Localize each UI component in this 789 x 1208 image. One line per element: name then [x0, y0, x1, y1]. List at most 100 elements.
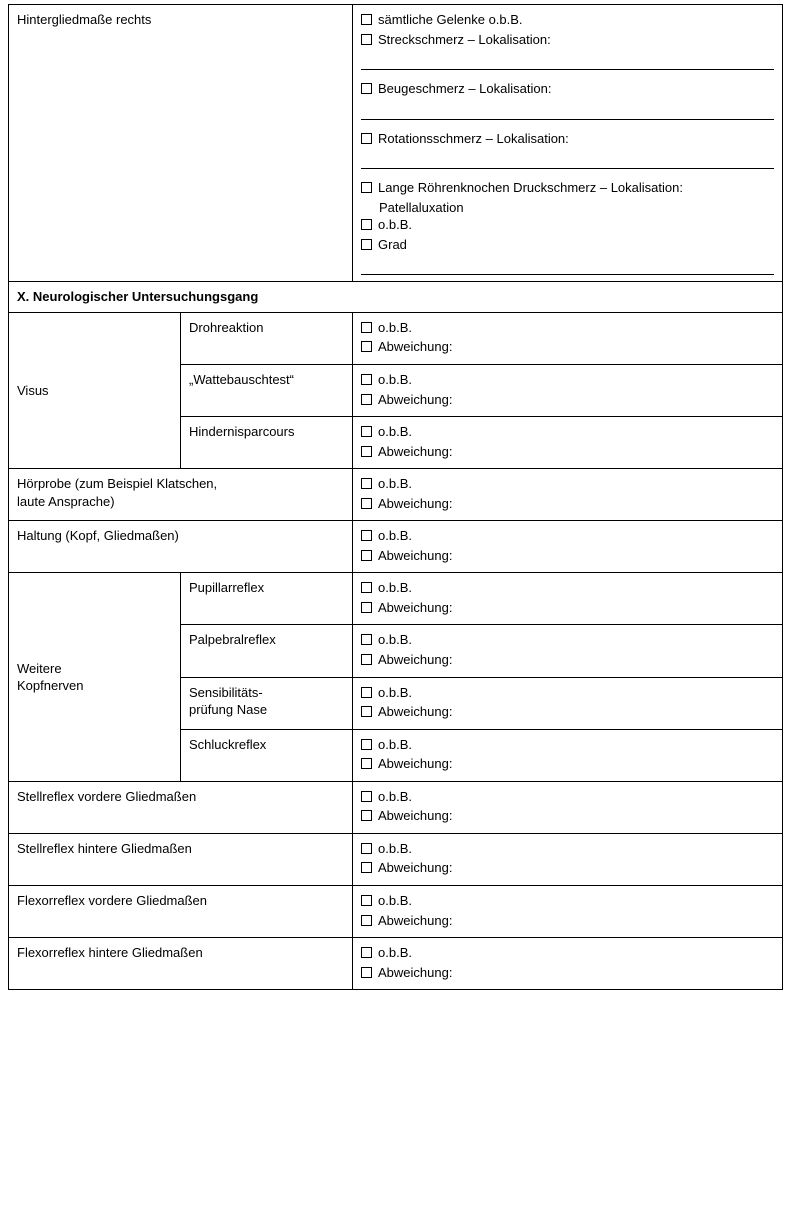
opt-beugeschmerz: Beugeschmerz – Lokalisation: [378, 81, 551, 96]
checkbox-icon[interactable] [361, 739, 372, 750]
haltung-label: Haltung (Kopf, Gliedmaßen) [9, 521, 353, 573]
checkbox-icon[interactable] [361, 394, 372, 405]
stellreflex-vorne-opts: o.b.B. Abweichung: [353, 781, 783, 833]
opt-obb: o.b.B. [378, 528, 412, 543]
visus-hindernis: Hindernisparcours [181, 417, 353, 469]
checkbox-icon[interactable] [361, 602, 372, 613]
opt-abweichung: Abweichung: [378, 860, 452, 875]
opt-obb: o.b.B. [378, 737, 412, 752]
opt-obb: o.b.B. [378, 632, 412, 647]
opt-rotationsschmerz: Rotationsschmerz – Lokalisation: [378, 131, 569, 146]
checkbox-icon[interactable] [361, 582, 372, 593]
checkbox-icon[interactable] [361, 791, 372, 802]
flexorreflex-vorne-label: Flexorreflex vordere Gliedmaßen [9, 885, 353, 937]
checkbox-icon[interactable] [361, 862, 372, 873]
checkbox-icon[interactable] [361, 83, 372, 94]
opt-obb: o.b.B. [378, 217, 412, 232]
opt-obb: o.b.B. [378, 945, 412, 960]
stellreflex-hinten-opts: o.b.B. Abweichung: [353, 833, 783, 885]
checkbox-icon[interactable] [361, 341, 372, 352]
kopfnerven-sensibilitaet: Sensibilitäts- prüfung Nase [181, 677, 353, 729]
checkbox-icon[interactable] [361, 530, 372, 541]
checkbox-icon[interactable] [361, 182, 372, 193]
stellreflex-hinten-label: Stellreflex hintere Gliedmaßen [9, 833, 353, 885]
kopfnerven-label: Weitere Kopfnerven [9, 573, 181, 781]
checkbox-icon[interactable] [361, 634, 372, 645]
form-table: Hintergliedmaße rechts sämtliche Gelenke… [8, 4, 783, 990]
opt-abweichung: Abweichung: [378, 652, 452, 667]
checkbox-icon[interactable] [361, 895, 372, 906]
write-line[interactable] [361, 259, 774, 275]
visus-drohreaktion-opts: o.b.B. Abweichung: [353, 312, 783, 364]
checkbox-icon[interactable] [361, 478, 372, 489]
checkbox-icon[interactable] [361, 133, 372, 144]
visus-label: Visus [9, 312, 181, 468]
hoerprobe-label: Hörprobe (zum Beispiel Klatschen, laute … [9, 469, 353, 521]
kopfnerven-schluck-opts: o.b.B. Abweichung: [353, 729, 783, 781]
opt-abweichung: Abweichung: [378, 548, 452, 563]
write-line[interactable] [361, 153, 774, 169]
checkbox-icon[interactable] [361, 687, 372, 698]
opt-abweichung: Abweichung: [378, 600, 452, 615]
flexorreflex-hinten-opts: o.b.B. Abweichung: [353, 938, 783, 990]
checkbox-icon[interactable] [361, 322, 372, 333]
opt-obb: o.b.B. [378, 841, 412, 856]
opt-obb: o.b.B. [378, 476, 412, 491]
opt-obb: o.b.B. [378, 320, 412, 335]
opt-abweichung: Abweichung: [378, 704, 452, 719]
flexorreflex-vorne-opts: o.b.B. Abweichung: [353, 885, 783, 937]
opt-obb: o.b.B. [378, 789, 412, 804]
opt-abweichung: Abweichung: [378, 965, 452, 980]
checkbox-icon[interactable] [361, 654, 372, 665]
checkbox-icon[interactable] [361, 915, 372, 926]
checkbox-icon[interactable] [361, 550, 372, 561]
checkbox-icon[interactable] [361, 426, 372, 437]
write-line[interactable] [361, 54, 774, 70]
visus-drohreaktion: Drohreaktion [181, 312, 353, 364]
opt-obb: o.b.B. [378, 685, 412, 700]
section-header-neuro: X. Neurologischer Untersuchungsgang [9, 282, 783, 313]
visus-hindernis-opts: o.b.B. Abweichung: [353, 417, 783, 469]
checkbox-icon[interactable] [361, 947, 372, 958]
opt-abweichung: Abweichung: [378, 808, 452, 823]
write-line[interactable] [361, 104, 774, 120]
opt-obb: o.b.B. [378, 372, 412, 387]
opt-abweichung: Abweichung: [378, 756, 452, 771]
kopfnerven-pupillar: Pupillarreflex [181, 573, 353, 625]
checkbox-icon[interactable] [361, 706, 372, 717]
opt-grad: Grad [378, 237, 407, 252]
opt-streckschmerz: Streckschmerz – Lokalisation: [378, 32, 551, 47]
opt-abweichung: Abweichung: [378, 496, 452, 511]
kopfnerven-palpebral-opts: o.b.B. Abweichung: [353, 625, 783, 677]
opt-patellaluxation: Patellaluxation [379, 199, 774, 217]
flexorreflex-hinten-label: Flexorreflex hintere Gliedmaßen [9, 938, 353, 990]
kopfnerven-sensibilitaet-opts: o.b.B. Abweichung: [353, 677, 783, 729]
opt-roehrenknochen: Lange Röhrenknochen Druckschmerz – Lokal… [378, 180, 683, 195]
stellreflex-vorne-label: Stellreflex vordere Gliedmaßen [9, 781, 353, 833]
checkbox-icon[interactable] [361, 239, 372, 250]
opt-abweichung: Abweichung: [378, 392, 452, 407]
opt-abweichung: Abweichung: [378, 339, 452, 354]
kopfnerven-pupillar-opts: o.b.B. Abweichung: [353, 573, 783, 625]
haltung-opts: o.b.B. Abweichung: [353, 521, 783, 573]
checkbox-icon[interactable] [361, 843, 372, 854]
checkbox-icon[interactable] [361, 758, 372, 769]
checkbox-icon[interactable] [361, 14, 372, 25]
checkbox-icon[interactable] [361, 498, 372, 509]
opt-joints-obb: sämtliche Gelenke o.b.B. [378, 12, 523, 27]
checkbox-icon[interactable] [361, 34, 372, 45]
checkbox-icon[interactable] [361, 967, 372, 978]
hoerprobe-opts: o.b.B. Abweichung: [353, 469, 783, 521]
opt-abweichung: Abweichung: [378, 913, 452, 928]
checkbox-icon[interactable] [361, 374, 372, 385]
checkbox-icon[interactable] [361, 219, 372, 230]
checkbox-icon[interactable] [361, 810, 372, 821]
checkbox-icon[interactable] [361, 446, 372, 457]
hindlimb-right-options: sämtliche Gelenke o.b.B. Streckschmerz –… [353, 5, 783, 282]
visus-wattebausch-opts: o.b.B. Abweichung: [353, 365, 783, 417]
opt-abweichung: Abweichung: [378, 444, 452, 459]
opt-obb: o.b.B. [378, 893, 412, 908]
kopfnerven-schluck: Schluckreflex [181, 729, 353, 781]
kopfnerven-palpebral: Palpebralreflex [181, 625, 353, 677]
hindlimb-right-label: Hintergliedmaße rechts [9, 5, 353, 282]
